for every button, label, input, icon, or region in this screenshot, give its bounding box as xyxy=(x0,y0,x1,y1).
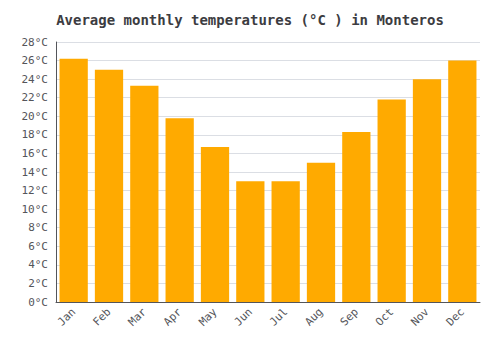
svg-text:18°C: 18°C xyxy=(22,128,49,141)
svg-text:14°C: 14°C xyxy=(22,166,49,179)
svg-text:Average monthly temperatures (: Average monthly temperatures (°C ) in Mo… xyxy=(56,12,444,28)
svg-text:May: May xyxy=(196,305,219,328)
svg-text:Jun: Jun xyxy=(232,305,255,328)
svg-text:8°C: 8°C xyxy=(28,221,48,234)
svg-text:4°C: 4°C xyxy=(28,258,48,271)
svg-text:26°C: 26°C xyxy=(22,54,49,67)
svg-text:28°C: 28°C xyxy=(22,36,49,49)
svg-text:0°C: 0°C xyxy=(28,296,48,309)
svg-text:Feb: Feb xyxy=(90,305,113,328)
svg-text:2°C: 2°C xyxy=(28,277,48,290)
svg-text:20°C: 20°C xyxy=(22,110,49,123)
svg-text:6°C: 6°C xyxy=(28,240,48,253)
svg-text:22°C: 22°C xyxy=(22,91,49,104)
svg-text:16°C: 16°C xyxy=(22,147,49,160)
svg-text:Jan: Jan xyxy=(55,305,78,328)
svg-text:Nov: Nov xyxy=(408,305,431,328)
svg-text:24°C: 24°C xyxy=(22,73,49,86)
svg-text:Aug: Aug xyxy=(302,305,325,328)
svg-text:Dec: Dec xyxy=(444,305,467,328)
svg-text:10°C: 10°C xyxy=(22,203,49,216)
svg-text:Oct: Oct xyxy=(373,305,396,328)
svg-text:Jul: Jul xyxy=(267,305,290,328)
svg-text:12°C: 12°C xyxy=(22,184,49,197)
svg-text:Sep: Sep xyxy=(338,305,361,328)
svg-text:Apr: Apr xyxy=(161,305,184,328)
svg-text:Mar: Mar xyxy=(126,305,149,328)
